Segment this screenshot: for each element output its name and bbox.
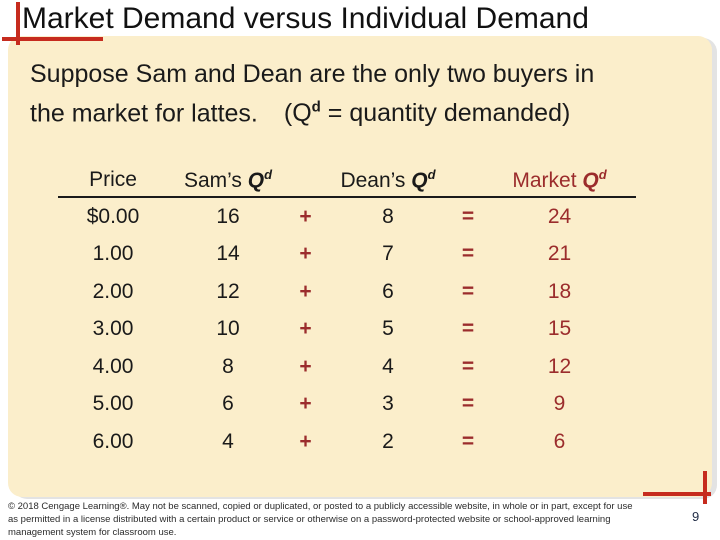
price-value: 6.00 xyxy=(92,429,134,453)
sam-qd-value: 16 xyxy=(216,204,240,228)
sam-label: Sam’s xyxy=(183,168,248,192)
q-superscript: d xyxy=(598,166,607,182)
table-row: $0.00 16 + 8 = 24 xyxy=(58,198,636,236)
sam-qd-value: 10 xyxy=(216,317,240,341)
body-line-2: the market for lattes. (Qd = quantity dem… xyxy=(30,91,594,130)
qd-note-open: (Q xyxy=(283,99,312,128)
qd-note-rest: = quantity demanded) xyxy=(320,99,571,128)
dean-qd-value: 6 xyxy=(382,279,394,303)
market-qd-value: 24 xyxy=(547,204,572,228)
price-value: 1.00 xyxy=(92,242,134,266)
slide-title: Market Demand versus Individual Demand xyxy=(22,2,589,35)
footer-line-2: as permitted in a license distributed wi… xyxy=(8,513,611,525)
plus-operator: + xyxy=(299,204,312,228)
column-header-price: Price xyxy=(89,167,137,191)
body-line-1: Suppose Sam and Dean are the only two bu… xyxy=(30,57,594,91)
body-line-1-text: Suppose Sam and Dean are the only two bu… xyxy=(30,60,595,88)
market-qd-value: 15 xyxy=(547,317,572,341)
q-symbol: Qd xyxy=(247,166,273,192)
slide-content-panel xyxy=(8,36,712,497)
sam-qd-value: 12 xyxy=(216,279,240,303)
price-value: 4.00 xyxy=(92,354,134,378)
body-paragraph: Suppose Sam and Dean are the only two bu… xyxy=(30,57,594,130)
qd-note-superscript: d xyxy=(311,99,321,116)
table-row: 6.00 4 + 2 = 6 xyxy=(58,423,636,461)
q-letter: Q xyxy=(582,168,599,192)
body-line-2-text: the market for lattes. xyxy=(30,99,258,128)
market-qd-value: 6 xyxy=(553,429,566,453)
price-value: 2.00 xyxy=(92,279,134,303)
price-value: $0.00 xyxy=(86,204,140,228)
dean-qd-value: 2 xyxy=(382,429,394,453)
footer-line-3: management system for classroom use. xyxy=(8,526,177,538)
plus-operator: + xyxy=(299,392,312,416)
plus-operator: + xyxy=(299,242,312,266)
q-superscript: d xyxy=(427,166,436,182)
market-qd-value: 21 xyxy=(547,242,572,266)
dean-qd-value: 7 xyxy=(382,242,394,266)
dean-qd-value: 4 xyxy=(382,354,394,378)
demand-table: Price Sam’s Qd Dean’s Qd Market Qd $0.00… xyxy=(58,163,636,461)
column-header-sam-qd: Sam’s Qd xyxy=(168,167,288,193)
column-header-market-qd: Market Qd xyxy=(483,167,636,193)
plus-operator: + xyxy=(299,429,312,453)
table-row: 1.00 14 + 7 = 21 xyxy=(58,236,636,274)
crop-mark-top-left-vertical xyxy=(16,2,20,45)
price-value: 3.00 xyxy=(92,317,134,341)
sam-qd-value: 4 xyxy=(222,429,234,453)
market-qd-value: 9 xyxy=(553,392,566,416)
q-symbol: Qd xyxy=(582,166,607,192)
page-number: 9 xyxy=(692,509,700,524)
equals-operator: = xyxy=(461,279,475,303)
crop-mark-bottom-right-vertical xyxy=(703,471,707,504)
market-qd-value: 12 xyxy=(547,354,572,378)
equals-operator: = xyxy=(461,242,475,266)
table-row: 2.00 12 + 6 = 18 xyxy=(58,273,636,311)
crop-mark-bottom-right-horizontal xyxy=(643,492,711,496)
equals-operator: = xyxy=(461,429,475,453)
q-letter: Q xyxy=(411,168,428,192)
q-symbol: Qd xyxy=(411,166,436,192)
table-header-row: Price Sam’s Qd Dean’s Qd Market Qd xyxy=(58,163,636,198)
sam-qd-value: 14 xyxy=(216,242,240,266)
footer-line-1: © 2018 Cengage Learning®. May not be sca… xyxy=(8,501,633,512)
market-label: Market xyxy=(512,168,583,192)
table-row: 3.00 10 + 5 = 15 xyxy=(58,311,636,349)
table-row: 4.00 8 + 4 = 12 xyxy=(58,348,636,386)
sam-qd-value: 6 xyxy=(222,392,234,416)
crop-mark-top-left-horizontal xyxy=(2,37,103,41)
dean-qd-value: 8 xyxy=(382,204,394,228)
price-value: 5.00 xyxy=(92,392,134,416)
equals-operator: = xyxy=(461,354,475,378)
equals-operator: = xyxy=(461,317,475,341)
plus-operator: + xyxy=(299,317,312,341)
qd-note: (Qd = quantity demanded) xyxy=(284,99,570,127)
plus-operator: + xyxy=(299,279,312,303)
dean-label: Dean’s xyxy=(340,168,412,192)
table-row: 5.00 6 + 3 = 9 xyxy=(58,386,636,424)
dean-qd-value: 5 xyxy=(382,317,394,341)
sam-qd-value: 8 xyxy=(222,354,234,378)
equals-operator: = xyxy=(461,204,475,228)
q-letter: Q xyxy=(247,168,265,192)
market-qd-value: 18 xyxy=(547,279,572,303)
copyright-footer: © 2018 Cengage Learning®. May not be sca… xyxy=(8,501,633,539)
plus-operator: + xyxy=(299,354,312,378)
column-header-dean-qd: Dean’s Qd xyxy=(323,167,453,193)
q-superscript: d xyxy=(264,166,273,182)
equals-operator: = xyxy=(461,392,475,416)
dean-qd-value: 3 xyxy=(382,392,394,416)
